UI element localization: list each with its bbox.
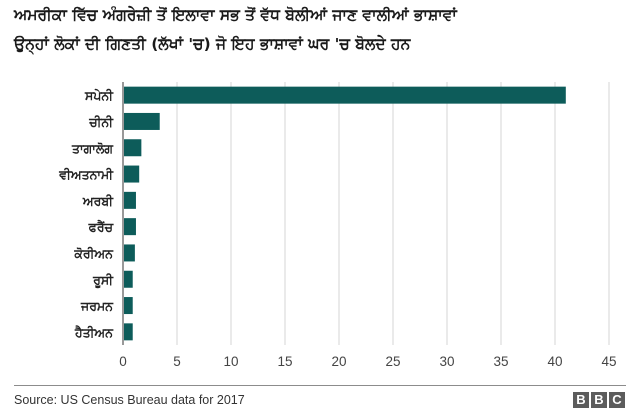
category-label: ਚੀਨੀ <box>88 114 114 129</box>
x-tick-label: 0 <box>119 354 127 369</box>
bar <box>124 165 140 183</box>
category-label: ਹੈਤੀਅਨ <box>74 324 114 340</box>
x-tick-label: 5 <box>173 354 181 369</box>
bar-layer <box>124 86 566 341</box>
bar <box>124 244 135 262</box>
bar <box>124 270 133 288</box>
x-tick-label: 15 <box>277 354 292 369</box>
bbc-logo: B B C <box>573 392 625 408</box>
bar <box>124 323 133 341</box>
category-label: ਰੂਸੀ <box>92 272 114 289</box>
chart-subtitle: ਉਨ੍ਹਾਂ ਲੋਕਾਂ ਦੀ ਗਿਣਤੀ (ਲੱਖਾਂ 'ਚ) ਜੋ ਇਹ ਭ… <box>14 35 411 53</box>
category-label: ਵੀਅਤਨਾਮੀ <box>58 167 114 182</box>
footer-divider <box>14 385 626 386</box>
bar <box>124 218 136 236</box>
category-label: ਜਰਮਨ <box>80 299 114 314</box>
x-tick-label: 10 <box>223 354 238 369</box>
chart-title: ਅਮਰੀਕਾ ਵਿੱਚ ਅੰਗਰੇਜ਼ੀ ਤੋਂ ਇਲਾਵਾ ਸਭ ਤੋਂ ਵੱ… <box>14 6 457 24</box>
bar <box>124 139 142 157</box>
x-tick-label: 30 <box>439 354 454 369</box>
bar <box>124 191 136 209</box>
x-tick-label-layer: 0 5 10 15 20 25 30 35 40 45 <box>119 354 616 369</box>
category-label: ਤਾਗਾਲੋਗ <box>71 140 114 156</box>
x-tick-label: 45 <box>601 354 616 369</box>
bar <box>124 112 160 130</box>
grid-layer <box>122 82 610 345</box>
bar-chart: ਸਪੇਨੀ ਚੀਨੀ ਤਾਗਾਲੋਗ ਵੀਅਤਨਾਮੀ ਅਰਬੀ ਫਰੈਂਚ ਕੋਰੀਅਨ ਰ… <box>58 82 617 369</box>
category-label: ਕੋਰੀਅਨ <box>73 245 114 261</box>
category-label: ਫਰੈਂਚ <box>88 219 115 235</box>
x-tick-label: 20 <box>331 354 346 369</box>
x-tick-label: 25 <box>385 354 400 369</box>
x-tick-label: 35 <box>493 354 508 369</box>
logo-letter: C <box>609 392 625 408</box>
bar <box>124 297 133 315</box>
bar <box>124 86 566 104</box>
category-label: ਸਪੇਨੀ <box>84 88 114 103</box>
logo-letter: B <box>591 392 607 408</box>
source-note: Source: US Census Bureau data for 2017 <box>14 393 245 407</box>
category-label-layer: ਸਪੇਨੀ ਚੀਨੀ ਤਾਗਾਲੋਗ ਵੀਅਤਨਾਮੀ ਅਰਬੀ ਫਰੈਂਚ ਕੋਰੀਅਨ ਰ… <box>58 88 114 340</box>
category-label: ਅਰਬੀ <box>82 193 114 208</box>
x-tick-label: 40 <box>547 354 562 369</box>
logo-letter: B <box>573 392 589 408</box>
